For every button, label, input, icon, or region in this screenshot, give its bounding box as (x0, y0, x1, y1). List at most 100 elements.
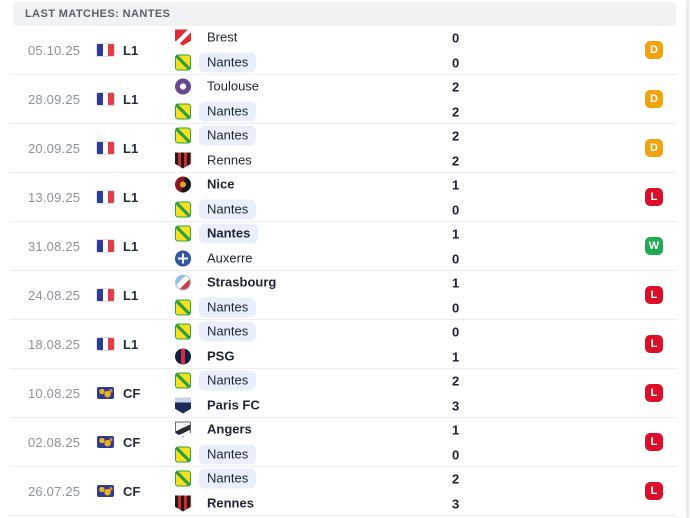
match-row[interactable]: 10.08.25 CF Nantes 2 Paris FC 3 L (10, 369, 677, 418)
match-row[interactable]: 28.09.25 L1 Toulouse 2 Nantes 2 D (10, 75, 677, 124)
away-team-line[interactable]: Nantes 0 (175, 199, 515, 220)
nantes-crest-icon (175, 299, 191, 316)
widget-title: LAST MATCHES: NANTES (25, 8, 171, 20)
result-badge: D (645, 90, 663, 108)
away-team-line[interactable]: Nantes 0 (175, 297, 515, 318)
away-team-score: 0 (452, 251, 460, 266)
home-team-line[interactable]: Nantes 1 (175, 223, 515, 244)
scrollbar[interactable] (686, 0, 689, 518)
league-code: L1 (123, 91, 139, 107)
result-badge: L (645, 335, 663, 353)
home-team-score: 0 (452, 324, 460, 339)
league: L1 (97, 92, 138, 107)
league-code: L1 (123, 238, 139, 254)
home-team-line[interactable]: Nantes 0 (175, 321, 515, 342)
league-code: CF (123, 385, 141, 401)
away-team-score: 0 (452, 202, 460, 217)
france-flag-icon (97, 44, 114, 56)
home-team-name: Nice (207, 176, 235, 192)
match-date: 24.08.25 (28, 287, 81, 303)
match-row[interactable]: 13.09.25 L1 Nice 1 Nantes 0 L (10, 173, 677, 222)
away-team-line[interactable]: Auxerre 0 (175, 249, 515, 269)
match-date: 26.07.25 (28, 483, 81, 499)
away-team-line[interactable]: Nantes 2 (175, 101, 515, 122)
result-badge: W (645, 237, 663, 255)
home-team-name: Brest (207, 29, 238, 45)
league: L1 (97, 190, 138, 205)
rennes-crest-icon (175, 495, 191, 512)
france-flag-icon (97, 338, 114, 350)
nantes-crest-icon (175, 54, 191, 71)
away-team-name: Nantes (199, 52, 257, 73)
nantes-crest-icon (175, 225, 191, 242)
away-team-line[interactable]: Nantes 0 (175, 444, 515, 465)
world-globe-icon (97, 485, 114, 497)
home-team-line[interactable]: Toulouse 2 (175, 77, 515, 97)
away-team-line[interactable]: Rennes 2 (175, 151, 515, 171)
away-team-line[interactable]: PSG 1 (175, 347, 515, 367)
rennes-crest-icon (175, 152, 191, 169)
league-code: L1 (123, 140, 139, 156)
away-team-score: 1 (452, 349, 460, 364)
league: L1 (97, 141, 138, 156)
result-badge: L (645, 188, 663, 206)
match-date: 20.09.25 (28, 140, 81, 156)
world-globe-icon (97, 387, 114, 399)
teams-pair: Strasbourg 1 Nantes 0 (175, 273, 515, 318)
teams-pair: Nantes 2 Rennes 2 (175, 125, 515, 171)
match-date: 18.08.25 (28, 336, 81, 352)
league-code: L1 (123, 287, 139, 303)
home-team-line[interactable]: Strasbourg 1 (175, 273, 515, 293)
league: CF (97, 386, 140, 401)
league: CF (97, 435, 140, 450)
league-code: L1 (123, 336, 139, 352)
teams-pair: Nice 1 Nantes 0 (175, 175, 515, 220)
away-team-score: 2 (452, 104, 460, 119)
away-team-score: 2 (452, 153, 460, 168)
home-team-line[interactable]: Nantes 2 (175, 468, 515, 489)
home-team-score: 2 (452, 471, 460, 486)
league: L1 (97, 288, 138, 303)
match-row[interactable]: 02.08.25 CF Angers 1 Nantes 0 L (10, 418, 677, 467)
away-team-name: Auxerre (207, 250, 253, 266)
nice-crest-icon (175, 176, 191, 193)
result-badge: L (645, 286, 663, 304)
home-team-line[interactable]: Nantes 2 (175, 370, 515, 391)
nantes-crest-icon (175, 470, 191, 487)
home-team-line[interactable]: Angers 1 (175, 420, 515, 440)
result-badge: D (645, 139, 663, 157)
home-team-score: 0 (452, 30, 460, 45)
match-row[interactable]: 24.08.25 L1 Strasbourg 1 Nantes 0 L (10, 271, 677, 320)
league: CF (97, 484, 140, 499)
league-code: L1 (123, 42, 139, 58)
home-team-name: Nantes (199, 223, 259, 244)
away-team-line[interactable]: Rennes 3 (175, 494, 515, 514)
teams-pair: Nantes 2 Paris FC 3 (175, 370, 515, 416)
toulouse-crest-icon (175, 78, 191, 95)
away-team-line[interactable]: Paris FC 3 (175, 396, 515, 416)
match-row[interactable]: 18.08.25 L1 Nantes 0 PSG 1 L (10, 320, 677, 369)
away-team-line[interactable]: Nantes 0 (175, 52, 515, 73)
home-team-line[interactable]: Nantes 2 (175, 125, 515, 146)
match-row[interactable]: 20.09.25 L1 Nantes 2 Rennes 2 D (10, 124, 677, 173)
match-row[interactable]: 31.08.25 L1 Nantes 1 Auxerre 0 W (10, 222, 677, 271)
home-team-line[interactable]: Brest 0 (175, 28, 515, 48)
away-team-score: 0 (452, 55, 460, 70)
teams-pair: Nantes 1 Auxerre 0 (175, 223, 515, 269)
match-row[interactable]: 26.07.25 CF Nantes 2 Rennes 3 L (10, 467, 677, 516)
nantes-crest-icon (175, 372, 191, 389)
away-team-name: Paris FC (207, 397, 260, 413)
nantes-crest-icon (175, 103, 191, 120)
france-flag-icon (97, 142, 114, 154)
away-team-name: PSG (207, 348, 235, 364)
match-row[interactable]: 05.10.25 L1 Brest 0 Nantes 0 D (10, 26, 677, 75)
match-date: 05.10.25 (28, 42, 81, 58)
match-date: 13.09.25 (28, 189, 81, 205)
home-team-line[interactable]: Nice 1 (175, 175, 515, 195)
league: L1 (97, 337, 138, 352)
match-date: 02.08.25 (28, 434, 81, 450)
nantes-crest-icon (175, 201, 191, 218)
league-code: CF (123, 434, 141, 450)
away-team-score: 0 (452, 447, 460, 462)
